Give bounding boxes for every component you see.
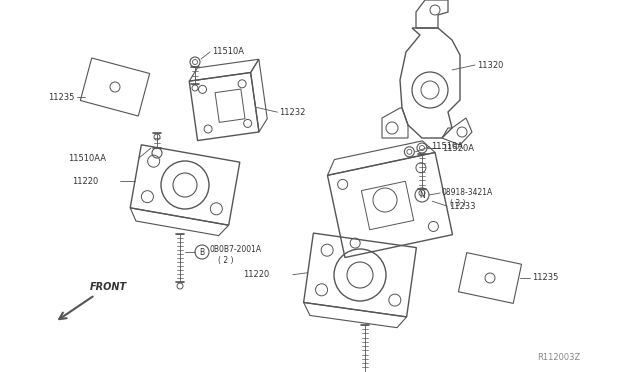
Text: 11510A: 11510A <box>431 142 463 151</box>
Text: ( 3 ): ( 3 ) <box>450 199 466 208</box>
Text: 11510AA: 11510AA <box>68 154 106 163</box>
Text: 11510A: 11510A <box>212 46 244 55</box>
Text: R112003Z: R112003Z <box>537 353 580 362</box>
Text: FRONT: FRONT <box>90 282 127 292</box>
Text: 11220: 11220 <box>243 270 269 279</box>
Text: ( 2 ): ( 2 ) <box>218 257 234 266</box>
Text: 08918-3421A: 08918-3421A <box>442 187 493 196</box>
Text: N: N <box>419 190 425 199</box>
Text: 11232: 11232 <box>280 108 306 117</box>
Text: 11233: 11233 <box>449 202 476 211</box>
Text: 0B0B7-2001A: 0B0B7-2001A <box>210 244 262 253</box>
Text: 11220: 11220 <box>72 177 99 186</box>
Text: B: B <box>200 247 205 257</box>
Text: 11235: 11235 <box>532 273 558 282</box>
Text: 11320: 11320 <box>477 61 504 70</box>
Text: 11520A: 11520A <box>442 144 474 153</box>
Text: 11235: 11235 <box>48 93 74 102</box>
